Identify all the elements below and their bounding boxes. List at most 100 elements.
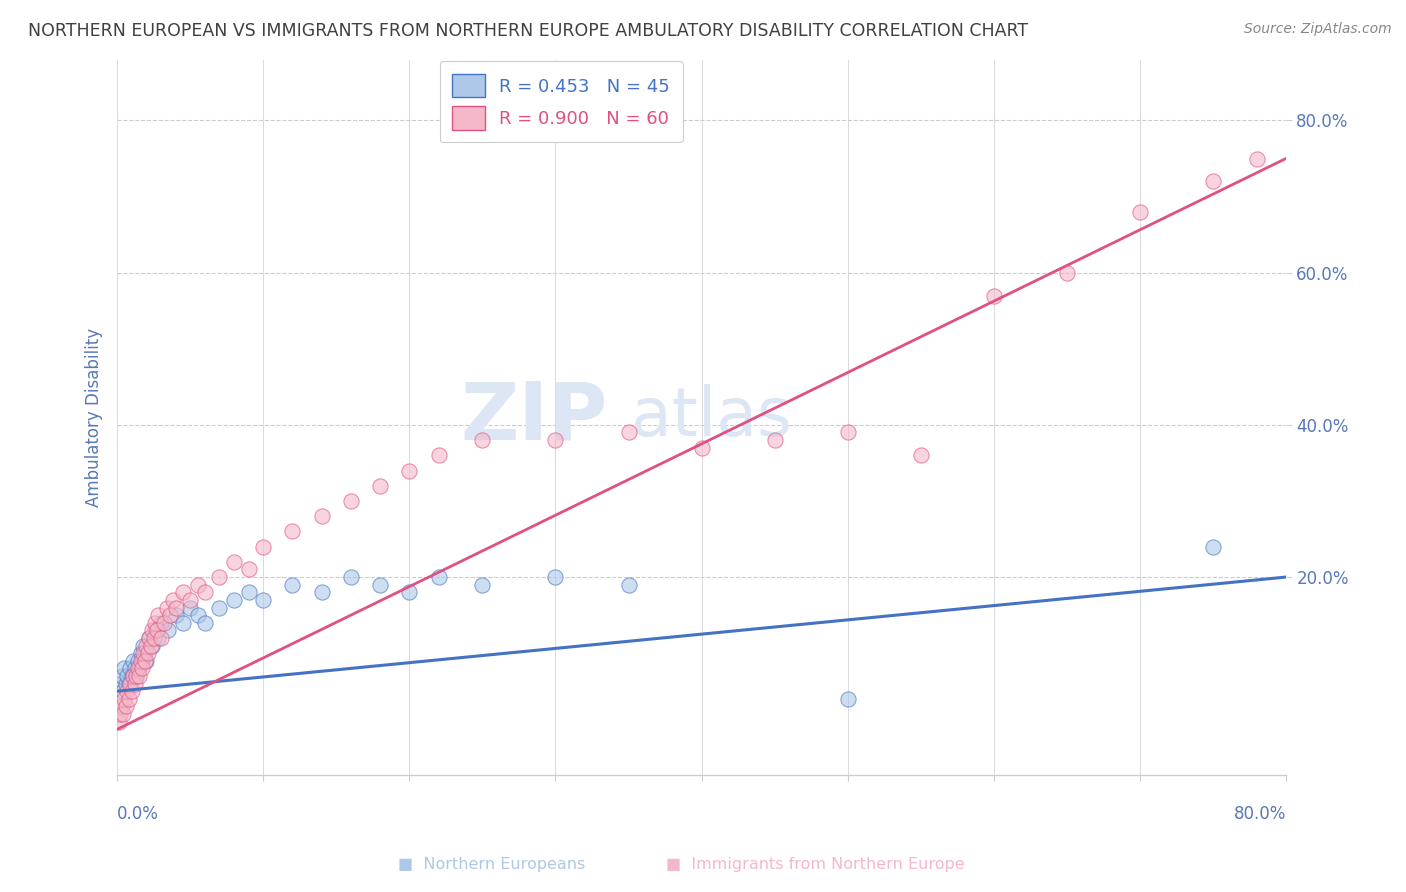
Point	[120, 661, 142, 675]
Point	[120, 676, 142, 690]
Point	[186, 608, 208, 623]
Point	[136, 646, 159, 660]
Point	[143, 615, 166, 630]
Point	[110, 669, 132, 683]
Point	[122, 669, 145, 683]
Point	[122, 654, 145, 668]
Point	[471, 433, 494, 447]
Point	[165, 608, 187, 623]
Point	[340, 494, 363, 508]
Point	[128, 661, 150, 675]
Point	[150, 615, 173, 630]
Point	[617, 425, 640, 440]
Point	[115, 676, 138, 690]
Point	[121, 684, 143, 698]
Point	[837, 425, 859, 440]
Point	[118, 691, 141, 706]
Point	[368, 577, 391, 591]
Point	[222, 555, 245, 569]
Point	[238, 562, 260, 576]
Point	[114, 661, 136, 675]
Point	[114, 691, 136, 706]
Point	[179, 600, 201, 615]
Point	[763, 433, 786, 447]
Point	[132, 639, 155, 653]
Text: atlas: atlas	[631, 384, 793, 450]
Point	[131, 661, 153, 675]
Point	[252, 540, 274, 554]
Point	[172, 585, 194, 599]
Point	[159, 608, 181, 623]
Point	[186, 577, 208, 591]
Point	[427, 448, 450, 462]
Text: NORTHERN EUROPEAN VS IMMIGRANTS FROM NORTHERN EUROPE AMBULATORY DISABILITY CORRE: NORTHERN EUROPEAN VS IMMIGRANTS FROM NOR…	[28, 22, 1028, 40]
Point	[124, 661, 146, 675]
Point	[145, 624, 167, 638]
Point	[165, 600, 187, 615]
Point	[311, 509, 333, 524]
Point	[427, 570, 450, 584]
Point	[690, 441, 713, 455]
Point	[1202, 540, 1225, 554]
Point	[131, 654, 153, 668]
Text: ■  Immigrants from Northern Europe: ■ Immigrants from Northern Europe	[666, 857, 965, 872]
Point	[141, 639, 163, 653]
Point	[368, 479, 391, 493]
Point	[983, 288, 1005, 302]
Point	[143, 624, 166, 638]
Point	[135, 654, 157, 668]
Text: Source: ZipAtlas.com: Source: ZipAtlas.com	[1244, 22, 1392, 37]
Point	[544, 570, 567, 584]
Point	[107, 714, 129, 729]
Point	[398, 585, 420, 599]
Point	[112, 706, 135, 721]
Point	[179, 593, 201, 607]
Point	[156, 600, 179, 615]
Point	[124, 676, 146, 690]
Point	[134, 654, 156, 668]
Point	[134, 646, 156, 660]
Point	[129, 646, 152, 660]
Point	[142, 631, 165, 645]
Point	[138, 631, 160, 645]
Point	[208, 600, 231, 615]
Point	[281, 577, 304, 591]
Point	[141, 624, 163, 638]
Legend: R = 0.453   N = 45, R = 0.900   N = 60: R = 0.453 N = 45, R = 0.900 N = 60	[440, 62, 683, 142]
Text: ■  Northern Europeans: ■ Northern Europeans	[398, 857, 586, 872]
Point	[153, 615, 176, 630]
Point	[1246, 152, 1268, 166]
Point	[617, 577, 640, 591]
Point	[311, 585, 333, 599]
Point	[222, 593, 245, 607]
Point	[238, 585, 260, 599]
Point	[146, 608, 169, 623]
Point	[157, 624, 180, 638]
Point	[162, 593, 184, 607]
Point	[194, 615, 217, 630]
Point	[125, 669, 148, 683]
Point	[115, 699, 138, 714]
Point	[172, 615, 194, 630]
Point	[112, 684, 135, 698]
Point	[117, 684, 139, 698]
Point	[1202, 174, 1225, 188]
Point	[128, 669, 150, 683]
Y-axis label: Ambulatory Disability: Ambulatory Disability	[86, 327, 103, 507]
Point	[127, 654, 149, 668]
Point	[138, 631, 160, 645]
Point	[135, 639, 157, 653]
Text: 0.0%: 0.0%	[117, 805, 159, 823]
Point	[471, 577, 494, 591]
Point	[208, 570, 231, 584]
Point	[110, 699, 132, 714]
Point	[108, 676, 131, 690]
Point	[281, 524, 304, 539]
Point	[340, 570, 363, 584]
Point	[121, 669, 143, 683]
Point	[910, 448, 932, 462]
Point	[1129, 204, 1152, 219]
Point	[252, 593, 274, 607]
Point	[129, 654, 152, 668]
Point	[117, 669, 139, 683]
